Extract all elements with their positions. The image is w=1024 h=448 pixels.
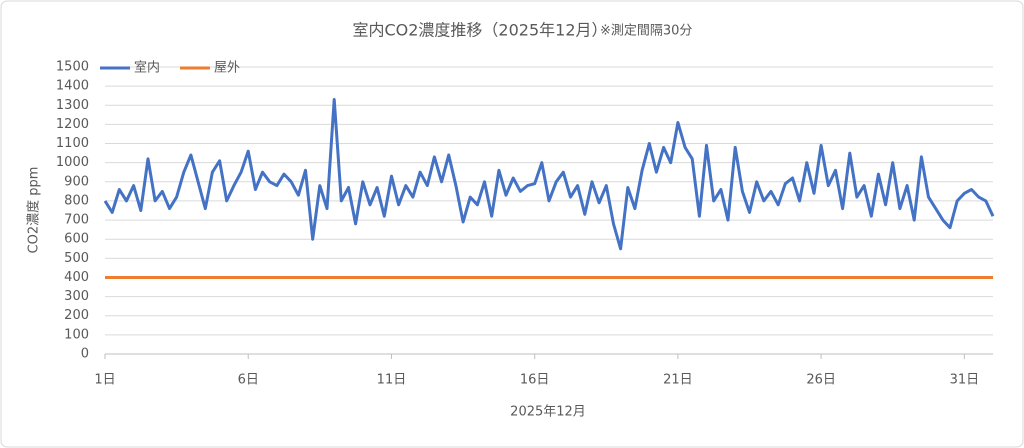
y-tick-label: 200 — [64, 308, 89, 323]
x-tick-label: 6日 — [238, 373, 259, 388]
x-tick-label: 1日 — [94, 373, 115, 388]
y-tick-label: 100 — [64, 327, 89, 342]
y-tick-label: 1500 — [56, 60, 89, 75]
x-tick-label: 16日 — [520, 373, 550, 388]
x-tick-label: 21日 — [663, 373, 693, 388]
line-series — [103, 98, 995, 251]
chart-subtitle: ※測定間隔30分 — [600, 24, 692, 39]
y-tick-label: 1100 — [56, 136, 89, 151]
y-tick-label: 1400 — [56, 79, 89, 94]
y-axis-title: CO2濃度 ppm — [26, 167, 42, 254]
y-tick-label: 700 — [64, 213, 89, 228]
x-tick-label: 31日 — [950, 373, 980, 388]
y-tick-label: 300 — [64, 289, 89, 304]
legend-label: 室内 — [134, 60, 160, 76]
y-tick-label: 1200 — [56, 117, 89, 132]
y-tick-label: 600 — [64, 232, 89, 247]
x-tick-label: 11日 — [377, 373, 407, 388]
y-tick-label: 0 — [81, 347, 89, 362]
legend-label: 屋外 — [214, 61, 240, 76]
y-tick-label: 400 — [64, 270, 89, 285]
y-tick-label: 1300 — [56, 98, 89, 113]
x-axis-title: 2025年12月 — [510, 405, 586, 420]
y-tick-label: 500 — [64, 251, 89, 266]
y-tick-label: 800 — [64, 193, 89, 208]
y-tick-label: 900 — [64, 174, 89, 189]
y-tick-label: 1000 — [56, 155, 89, 170]
x-tick-label: 26日 — [806, 373, 836, 388]
chart-title: 室内CO2濃度推移（2025年12月） — [352, 21, 607, 40]
